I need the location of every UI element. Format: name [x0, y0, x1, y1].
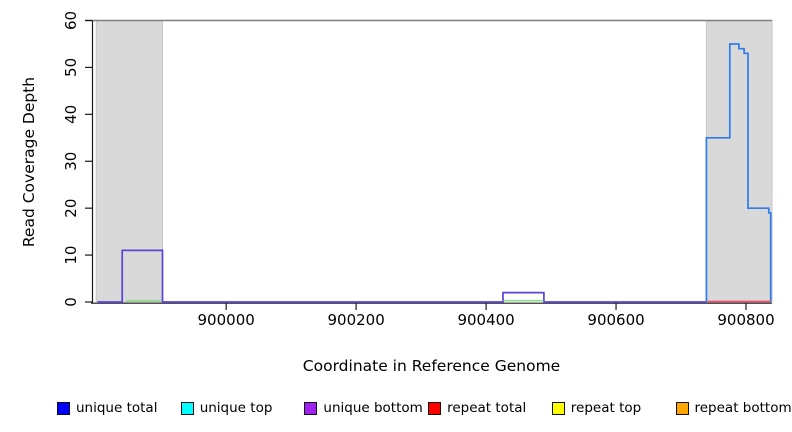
legend-item: unique total [57, 399, 157, 417]
shaded-region [705, 20, 773, 303]
legend-swatch-repeat-top [551, 401, 565, 415]
legend-swatch-unique-bottom [304, 401, 318, 415]
legend-swatch-repeat-bottom [675, 401, 689, 415]
legend-label: repeat top [570, 400, 642, 416]
y-axis-title: Read Coverage Depth [20, 76, 38, 248]
y-tick-label: 50 [62, 58, 80, 77]
series-unique-coverage-left [97, 249, 707, 303]
x-tick-label: 900600 [587, 311, 644, 329]
legend-swatch-unique-top [180, 401, 194, 415]
y-tick-label: 10 [62, 246, 80, 265]
legend-item: repeat total [428, 399, 526, 417]
legend-label: repeat total [447, 400, 527, 416]
legend-item: repeat top [551, 399, 642, 417]
legend-label: unique bottom [323, 400, 423, 416]
legend-label: repeat bottom [694, 400, 792, 416]
legend: unique total unique top unique bottom re… [0, 399, 792, 421]
x-tick-label: 900800 [717, 311, 774, 329]
x-tick-label: 900200 [327, 311, 384, 329]
series-unique-total-right-peak [705, 43, 772, 302]
y-tick-label: 30 [62, 152, 80, 171]
legend-item: unique top [180, 399, 273, 417]
y-tick-label: 40 [62, 105, 80, 124]
legend-swatch-unique-total [57, 401, 70, 415]
x-tick-label: 900000 [198, 311, 255, 329]
y-tick-label: 60 [62, 11, 80, 30]
legend-label: unique total [76, 400, 158, 416]
y-tick-label: 20 [62, 199, 80, 218]
legend-label: unique top [199, 400, 273, 416]
shaded-region [95, 20, 163, 303]
legend-swatch-repeat-total [428, 401, 442, 415]
legend-item: repeat bottom [675, 399, 792, 417]
x-tick-label: 900400 [457, 311, 514, 329]
legend-item: unique bottom [304, 399, 423, 417]
y-tick-label: 0 [62, 297, 80, 307]
x-axis-title: Coordinate in Reference Genome [302, 357, 561, 375]
